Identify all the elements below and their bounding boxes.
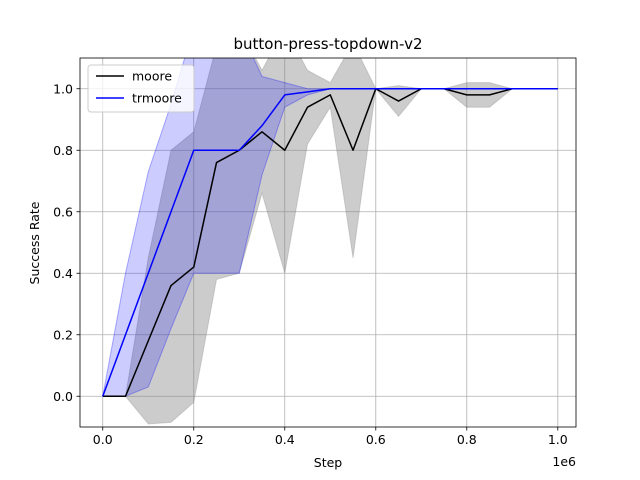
- x-tick-label: 0.6: [366, 432, 386, 447]
- band-moore: [102, 58, 558, 425]
- plot-frame: [79, 57, 577, 428]
- lines-layer: [102, 88, 558, 397]
- x-tick-label: 0.8: [457, 432, 477, 447]
- y-tick-label: 1.0: [53, 81, 73, 96]
- y-axis-label: Success Rate: [27, 201, 42, 284]
- y-tick-label: 0.4: [53, 266, 73, 281]
- x-tick-label: 1.0: [548, 432, 568, 447]
- legend-label-moore: moore: [132, 69, 172, 84]
- x-tick-label: 0.2: [184, 432, 204, 447]
- x-axis-ticks: 0.0 0.2 0.4 0.6 0.8 1.0: [93, 427, 568, 447]
- x-tick-label: 0.0: [93, 432, 113, 447]
- x-offset-label: 1e6: [552, 454, 576, 469]
- bands-layer: [102, 58, 558, 425]
- legend-label-trmoore: trmoore: [132, 91, 182, 106]
- y-tick-label: 0.8: [53, 143, 73, 158]
- x-axis-label: Step: [314, 455, 343, 470]
- series-line-trmoore: [102, 88, 558, 397]
- legend: moore trmoore: [87, 64, 195, 113]
- chart-title: button-press-topdown-v2: [233, 35, 422, 53]
- y-tick-label: 0.6: [53, 204, 73, 219]
- x-tick-label: 0.4: [275, 432, 295, 447]
- series-line-moore: [102, 88, 558, 397]
- y-axis-ticks: 0.0 0.2 0.4 0.6 0.8 1.0: [53, 81, 80, 404]
- y-tick-label: 0.2: [53, 327, 73, 342]
- band-trmoore: [102, 58, 558, 397]
- y-tick-label: 0.0: [53, 389, 73, 404]
